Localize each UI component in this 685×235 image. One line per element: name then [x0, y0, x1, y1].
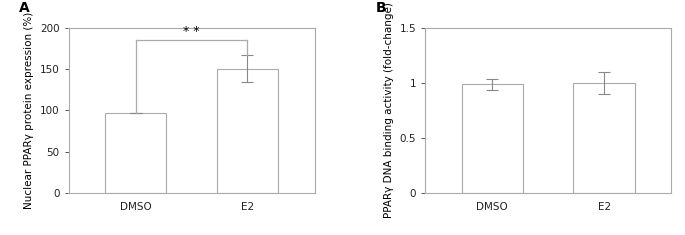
Bar [462, 84, 523, 193]
Bar [216, 69, 278, 193]
Bar [105, 113, 166, 193]
Text: A: A [19, 1, 30, 15]
Y-axis label: Nuclear PPARγ protein expression (%): Nuclear PPARγ protein expression (%) [24, 12, 34, 209]
Text: B: B [376, 1, 386, 15]
Y-axis label: PPARγ DNA binding activity (fold-change): PPARγ DNA binding activity (fold-change) [384, 3, 394, 218]
Text: * *: * * [184, 25, 200, 38]
Bar [573, 83, 635, 193]
